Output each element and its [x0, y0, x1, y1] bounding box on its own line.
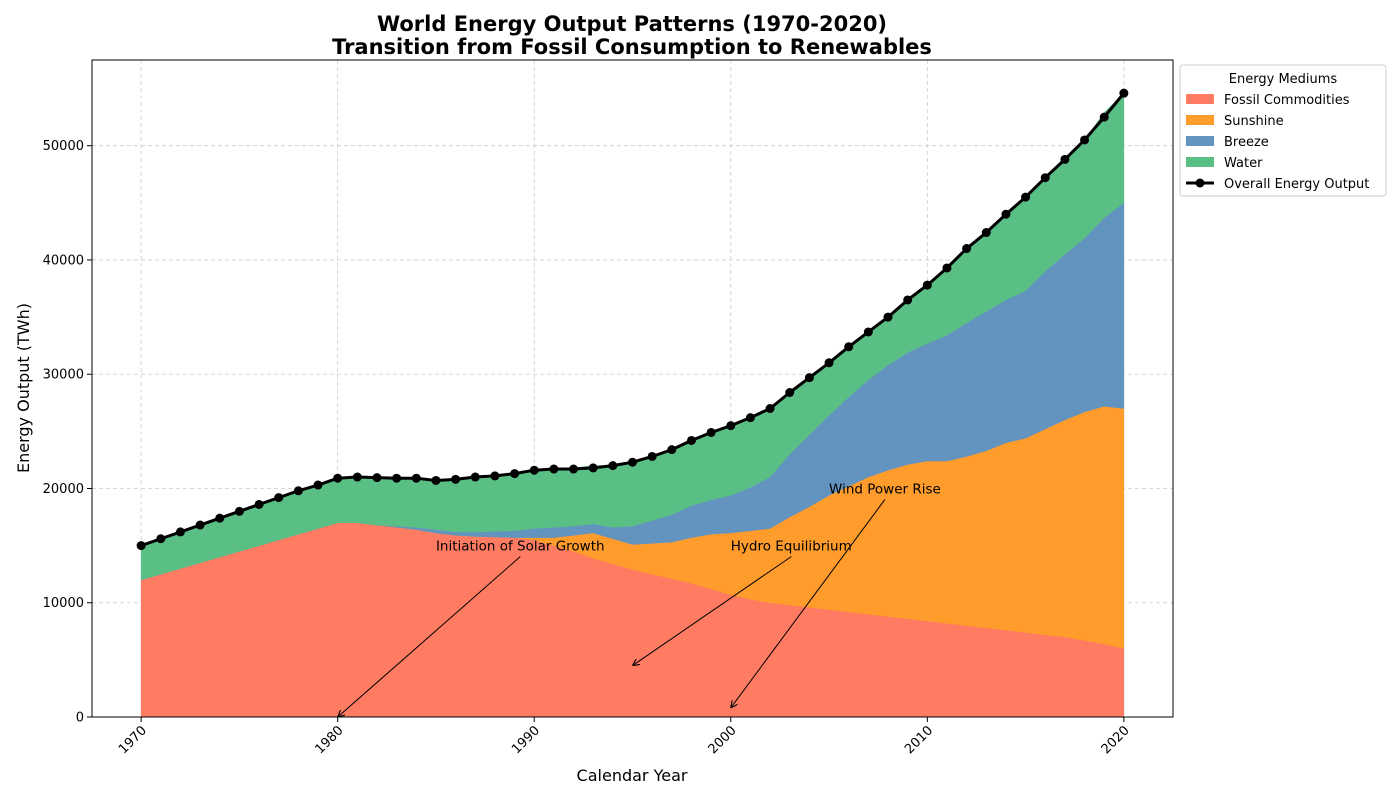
legend: Energy Mediums Fossil Commodities Sunshin… — [1179, 64, 1387, 197]
total-output-point — [215, 513, 225, 523]
y-tick-label: 30000 — [43, 368, 84, 383]
total-output-point — [529, 465, 539, 475]
annotation-label: Initiation of Solar Growth — [436, 539, 605, 555]
total-output-point — [490, 471, 500, 481]
y-tick-label: 50000 — [43, 139, 84, 154]
total-output-point — [392, 473, 402, 483]
total-output-point — [254, 499, 264, 509]
legend-entry-label: Overall Energy Output — [1224, 177, 1369, 192]
total-output-point — [686, 435, 696, 445]
total-output-point — [175, 527, 185, 537]
total-output-point — [1099, 112, 1109, 122]
total-output-point — [883, 312, 893, 322]
legend-entry-label: Sunshine — [1224, 114, 1284, 129]
x-tick-label: 1970 — [116, 723, 150, 757]
legend-title: Energy Mediums — [1229, 72, 1338, 87]
x-tick-label: 1990 — [509, 723, 543, 757]
total-output-point — [1060, 154, 1070, 164]
total-output-point — [1119, 88, 1129, 98]
total-output-point — [372, 473, 382, 483]
annotation-arrow — [338, 556, 521, 717]
total-output-point — [451, 474, 461, 484]
chart-subtitle: Transition from Fossil Consumption to Re… — [332, 35, 932, 59]
total-output-point — [667, 445, 677, 455]
y-tick-label: 10000 — [43, 596, 84, 611]
total-output-point — [785, 387, 795, 397]
legend-entry-label: Fossil Commodities — [1224, 93, 1350, 108]
annotation-label: Wind Power Rise — [829, 481, 941, 497]
x-tick-label: 2020 — [1099, 723, 1133, 757]
total-output-point — [195, 520, 205, 530]
total-output-point — [234, 506, 244, 516]
total-output-point — [844, 342, 854, 352]
total-output-point — [510, 469, 520, 479]
legend-marker — [1195, 178, 1205, 188]
legend-swatch — [1186, 94, 1214, 104]
total-line — [136, 88, 1129, 551]
total-output-point — [942, 263, 952, 273]
legend-swatch — [1186, 157, 1214, 167]
total-output-point — [863, 327, 873, 337]
total-output-point — [726, 421, 736, 431]
total-output-point — [274, 493, 284, 503]
total-output-point — [1080, 135, 1090, 145]
y-axis-label: Energy Output (TWh) — [14, 303, 33, 473]
total-output-point — [962, 244, 972, 254]
annotation-arrow — [731, 499, 886, 707]
total-output-point — [470, 472, 480, 482]
total-output-point — [569, 464, 579, 474]
total-output-point — [136, 541, 146, 551]
total-output-point — [1021, 192, 1031, 202]
total-output-point — [431, 475, 441, 485]
total-output-point — [765, 403, 775, 413]
legend-swatch — [1186, 136, 1214, 146]
total-output-point — [293, 486, 303, 496]
annotation-label: Hydro Equilibrium — [731, 539, 852, 555]
x-tick-label: 2000 — [706, 723, 740, 757]
y-tick-label: 20000 — [43, 482, 84, 497]
x-axis-label: Calendar Year — [577, 766, 688, 785]
total-output-point — [588, 463, 598, 473]
total-output-point — [411, 473, 421, 483]
x-tick-label: 2010 — [902, 723, 936, 757]
annotations: Initiation of Solar Growth Hydro Equilibr… — [338, 481, 941, 717]
total-output-point — [1001, 209, 1011, 219]
total-output-point — [352, 472, 362, 482]
total-output-point — [647, 451, 657, 461]
legend-frame — [1179, 64, 1387, 197]
total-output-point — [333, 473, 343, 483]
plot-frame — [91, 59, 1174, 718]
total-output-point — [1040, 173, 1050, 183]
total-output-point — [804, 373, 814, 383]
total-output-point — [824, 358, 834, 368]
stacked-areas — [140, 92, 1125, 718]
total-output-point — [903, 295, 913, 305]
total-output-point — [156, 534, 166, 544]
chart-title: World Energy Output Patterns (1970-2020) — [377, 12, 887, 36]
total-output-point — [313, 480, 323, 490]
total-output-point — [745, 413, 755, 423]
total-output-point — [981, 228, 991, 238]
total-output-point — [608, 461, 618, 471]
total-output-point — [922, 280, 932, 290]
x-tick-label: 1980 — [313, 723, 347, 757]
y-tick-label: 0 — [76, 711, 84, 726]
total-output-point — [549, 464, 559, 474]
legend-entry-label: Breeze — [1224, 135, 1269, 150]
y-tick-label: 40000 — [43, 253, 84, 268]
total-output-point — [628, 457, 637, 467]
legend-swatch — [1186, 115, 1214, 125]
total-output-point — [706, 427, 716, 437]
legend-entry-label: Water — [1224, 156, 1263, 171]
annotation-arrow — [633, 556, 792, 666]
